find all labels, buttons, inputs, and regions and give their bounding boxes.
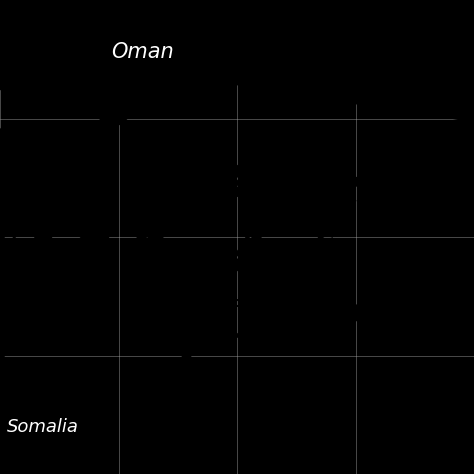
Text: Cycl
recirculation
eddy: Cycl recirculation eddy: [374, 63, 473, 112]
Polygon shape: [284, 333, 299, 337]
Text: C: C: [315, 222, 334, 247]
Text: Oman: Oman: [111, 42, 173, 62]
Text: A: A: [187, 203, 211, 233]
Text: Somalia: Somalia: [7, 418, 79, 436]
Text: Somali Current /
Socotra Gyre: Somali Current / Socotra Gyre: [356, 376, 474, 406]
Polygon shape: [0, 0, 474, 128]
Text: C: C: [45, 224, 64, 250]
Text: Anticyclonic
ring: Anticyclonic ring: [185, 296, 280, 328]
Polygon shape: [0, 128, 114, 474]
Text: Soc: Soc: [445, 313, 473, 327]
Polygon shape: [337, 303, 417, 323]
Polygon shape: [218, 332, 242, 339]
